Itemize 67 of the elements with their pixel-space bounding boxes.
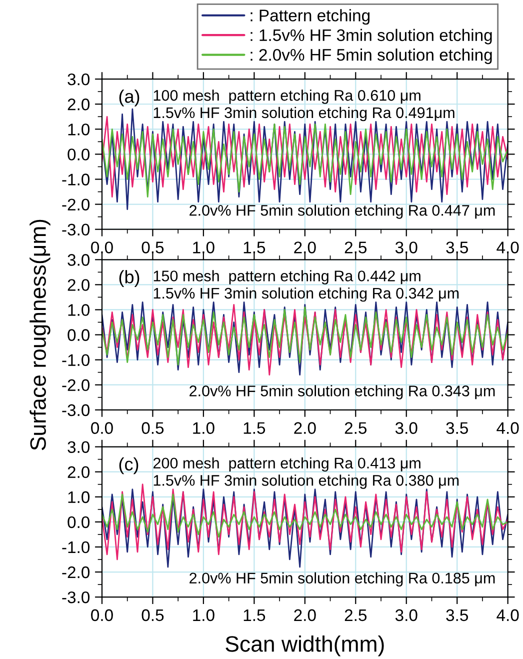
x-tick-label: 1.5 <box>244 609 266 622</box>
annotation: 1.5v% HF 3min solution etching Ra 0.380 μm <box>154 474 459 489</box>
annotation: 2.0v% HF 5min solution etching Ra 0.447 μm <box>190 204 495 219</box>
x-tick-label: 0.5 <box>142 422 164 434</box>
y-tick-label: 3.0 <box>68 441 90 454</box>
y-tick-label: -1.0 <box>62 541 90 554</box>
annotation: 150 mesh pattern etching Ra 0.442 μm <box>154 270 420 284</box>
y-tick-label: -2.0 <box>62 379 90 392</box>
annotation: 100 mesh pattern etching Ra 0.610 μm <box>154 90 420 104</box>
x-tick-label: 4.0 <box>496 242 519 254</box>
annotation: 2.0v% HF 5min solution etching Ra 0.185 μm <box>190 572 495 587</box>
annotation: 1.5v% HF 3min solution etching Ra 0.342 μm <box>154 287 459 302</box>
line-series <box>102 306 508 366</box>
y-tick-label: -3.0 <box>62 224 90 236</box>
y-tick-label: -1.0 <box>62 174 90 186</box>
x-tick-label: 1.0 <box>193 242 214 254</box>
annotation: 200 mesh pattern etching Ra 0.413 μm <box>153 457 420 472</box>
y-tick-label: 3.0 <box>68 254 90 266</box>
x-tick-label: 0.5 <box>142 609 164 622</box>
y-tick-label: 2.0 <box>68 466 90 478</box>
x-tick-label: 2.0 <box>294 609 316 622</box>
y-tick-label: -2.0 <box>62 566 90 578</box>
y-tick-label: 0.0 <box>68 148 90 160</box>
annotation: 1.5v% HF 3min solution etching Ra 0.491μm <box>154 106 454 122</box>
x-tick-label: 2.0 <box>294 242 316 254</box>
y-tick-label: -3.0 <box>62 591 90 604</box>
x-tick-label: 4.0 <box>496 422 519 434</box>
x-tick-label: 3.5 <box>446 242 468 254</box>
y-axis-title: Surface roughness(μm) <box>30 220 50 450</box>
x-tick-label: 2.5 <box>344 609 367 622</box>
y-tick-label: 1.0 <box>68 304 90 316</box>
x-tick-label: 1.5 <box>244 242 266 254</box>
y-tick-label: 0.0 <box>68 516 90 528</box>
legend-label: : 1.5v% HF 3min solution etching <box>250 28 492 44</box>
line-series <box>102 494 508 538</box>
y-tick-label: 2.0 <box>68 98 90 110</box>
y-tick-label: 2.0 <box>68 279 90 291</box>
x-tick-label: 3.5 <box>446 609 468 622</box>
legend-label: : Pattern etching <box>250 9 370 25</box>
x-axis-title: Scan width(mm) <box>226 636 384 656</box>
x-tick-label: 1.0 <box>193 609 214 622</box>
y-tick-label: -1.0 <box>62 354 90 366</box>
x-tick-label: 2.0 <box>294 422 316 434</box>
x-tick-label: 2.5 <box>344 422 367 434</box>
x-tick-label: 3.0 <box>395 609 418 622</box>
x-tick-label: 0.5 <box>142 242 164 254</box>
y-tick-label: 0.0 <box>68 329 90 341</box>
x-tick-label: 1.0 <box>193 422 214 434</box>
x-tick-label: 2.5 <box>344 242 367 254</box>
annotation: (b) <box>119 270 140 287</box>
x-tick-label: 0.0 <box>91 242 113 254</box>
x-tick-label: 3.5 <box>446 422 468 434</box>
x-tick-label: 1.5 <box>244 422 266 434</box>
x-tick-label: 0.0 <box>91 422 113 434</box>
annotation: (c) <box>119 457 138 474</box>
annotation: 2.0v% HF 5min solution etching Ra 0.343 μm <box>190 385 495 400</box>
x-tick-label: 3.0 <box>395 422 418 434</box>
y-tick-label: 1.0 <box>68 124 90 136</box>
y-tick-label: -3.0 <box>62 404 90 416</box>
y-tick-label: -2.0 <box>62 198 90 210</box>
y-tick-label: 1.0 <box>68 491 90 504</box>
x-tick-label: 4.0 <box>496 609 519 622</box>
y-tick-label: 3.0 <box>68 73 90 86</box>
x-tick-label: 3.0 <box>395 242 418 254</box>
x-tick-label: 0.0 <box>91 609 113 622</box>
annotation: (a) <box>119 90 140 106</box>
legend-label: : 2.0v% HF 5min solution etching <box>250 48 492 64</box>
